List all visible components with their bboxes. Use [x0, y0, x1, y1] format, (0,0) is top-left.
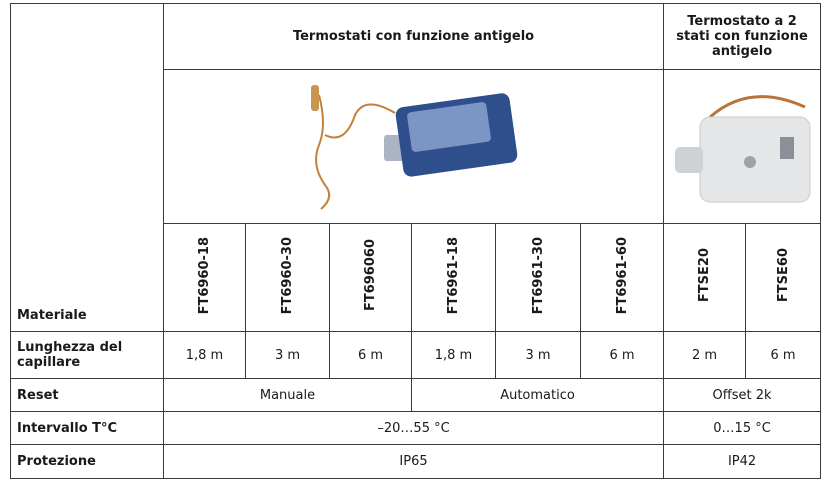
model-cell: FT6960-18 [163, 223, 246, 332]
model-name: FT696060 [363, 239, 378, 312]
model-name: FT6961-60 [614, 236, 630, 315]
model-cell: FT696060 [329, 223, 412, 332]
cell: 1,8 m [411, 331, 496, 379]
image-row [11, 69, 822, 224]
cell: 1,8 m [163, 331, 246, 379]
cell: 6 m [579, 331, 665, 379]
reset-row: Reset Manuale Automatico Offset 2k [10, 378, 822, 412]
product-image-cell [663, 69, 822, 224]
header-row: Materiale Termostati con funzione antige… [10, 3, 822, 332]
model-cell: FT6961-60 [579, 223, 665, 332]
model-name: FT6961-30 [530, 236, 546, 315]
cell: 3 m [495, 331, 581, 379]
cell: 6 m [329, 331, 412, 379]
range-row: Intervallo T°C –20…55 °C 0…15 °C [10, 411, 822, 445]
length-row: Lunghezza del capillare 1,8 m 3 m 6 m 1,… [10, 331, 822, 379]
row-label: Lunghezza del capillare [10, 331, 164, 379]
model-name: FT6960-30 [280, 236, 295, 315]
model-cell: FTSE20 [663, 223, 747, 332]
protection-row: Protezione IP65 IP42 [10, 444, 822, 479]
cell: 3 m [245, 331, 330, 379]
product-image-cell [162, 69, 665, 224]
material-label: Materiale [10, 3, 164, 332]
row-label: Intervallo T°C [10, 411, 164, 445]
cell: Automatico [410, 378, 665, 412]
model-name: FT6960-18 [197, 236, 212, 315]
product-image [310, 84, 517, 210]
model-cell: FT6961-18 [411, 223, 496, 332]
product-image [675, 95, 811, 203]
cell: Manuale [163, 378, 412, 412]
row-label: Reset [10, 378, 164, 412]
model-cell: FTSE60 [745, 223, 822, 332]
cell: IP65 [162, 444, 665, 479]
model-cell: FT6961-30 [495, 223, 581, 332]
cell: Offset 2k [663, 378, 822, 412]
cell: 2 m [663, 331, 747, 379]
model-row: FT6960-18 FT6960-30 FT696060 FT6961-18 F… [11, 223, 822, 332]
cell: IP42 [663, 444, 822, 479]
cell: 0…15 °C [663, 411, 822, 445]
cell: –20…55 °C [162, 411, 665, 445]
model-cell: FT6960-30 [245, 223, 330, 332]
model-name: FTSE60 [775, 248, 791, 303]
group-header: Termostati con funzione antigelo [162, 3, 665, 70]
spec-table: Materiale Termostati con funzione antige… [10, 3, 822, 479]
model-name: FTSE20 [697, 248, 713, 303]
model-name: FT6961-18 [446, 236, 461, 315]
cell: 6 m [745, 331, 822, 379]
row-label: Protezione [10, 444, 164, 479]
group-header: Termostato a 2 stati con funzione antige… [663, 3, 822, 70]
